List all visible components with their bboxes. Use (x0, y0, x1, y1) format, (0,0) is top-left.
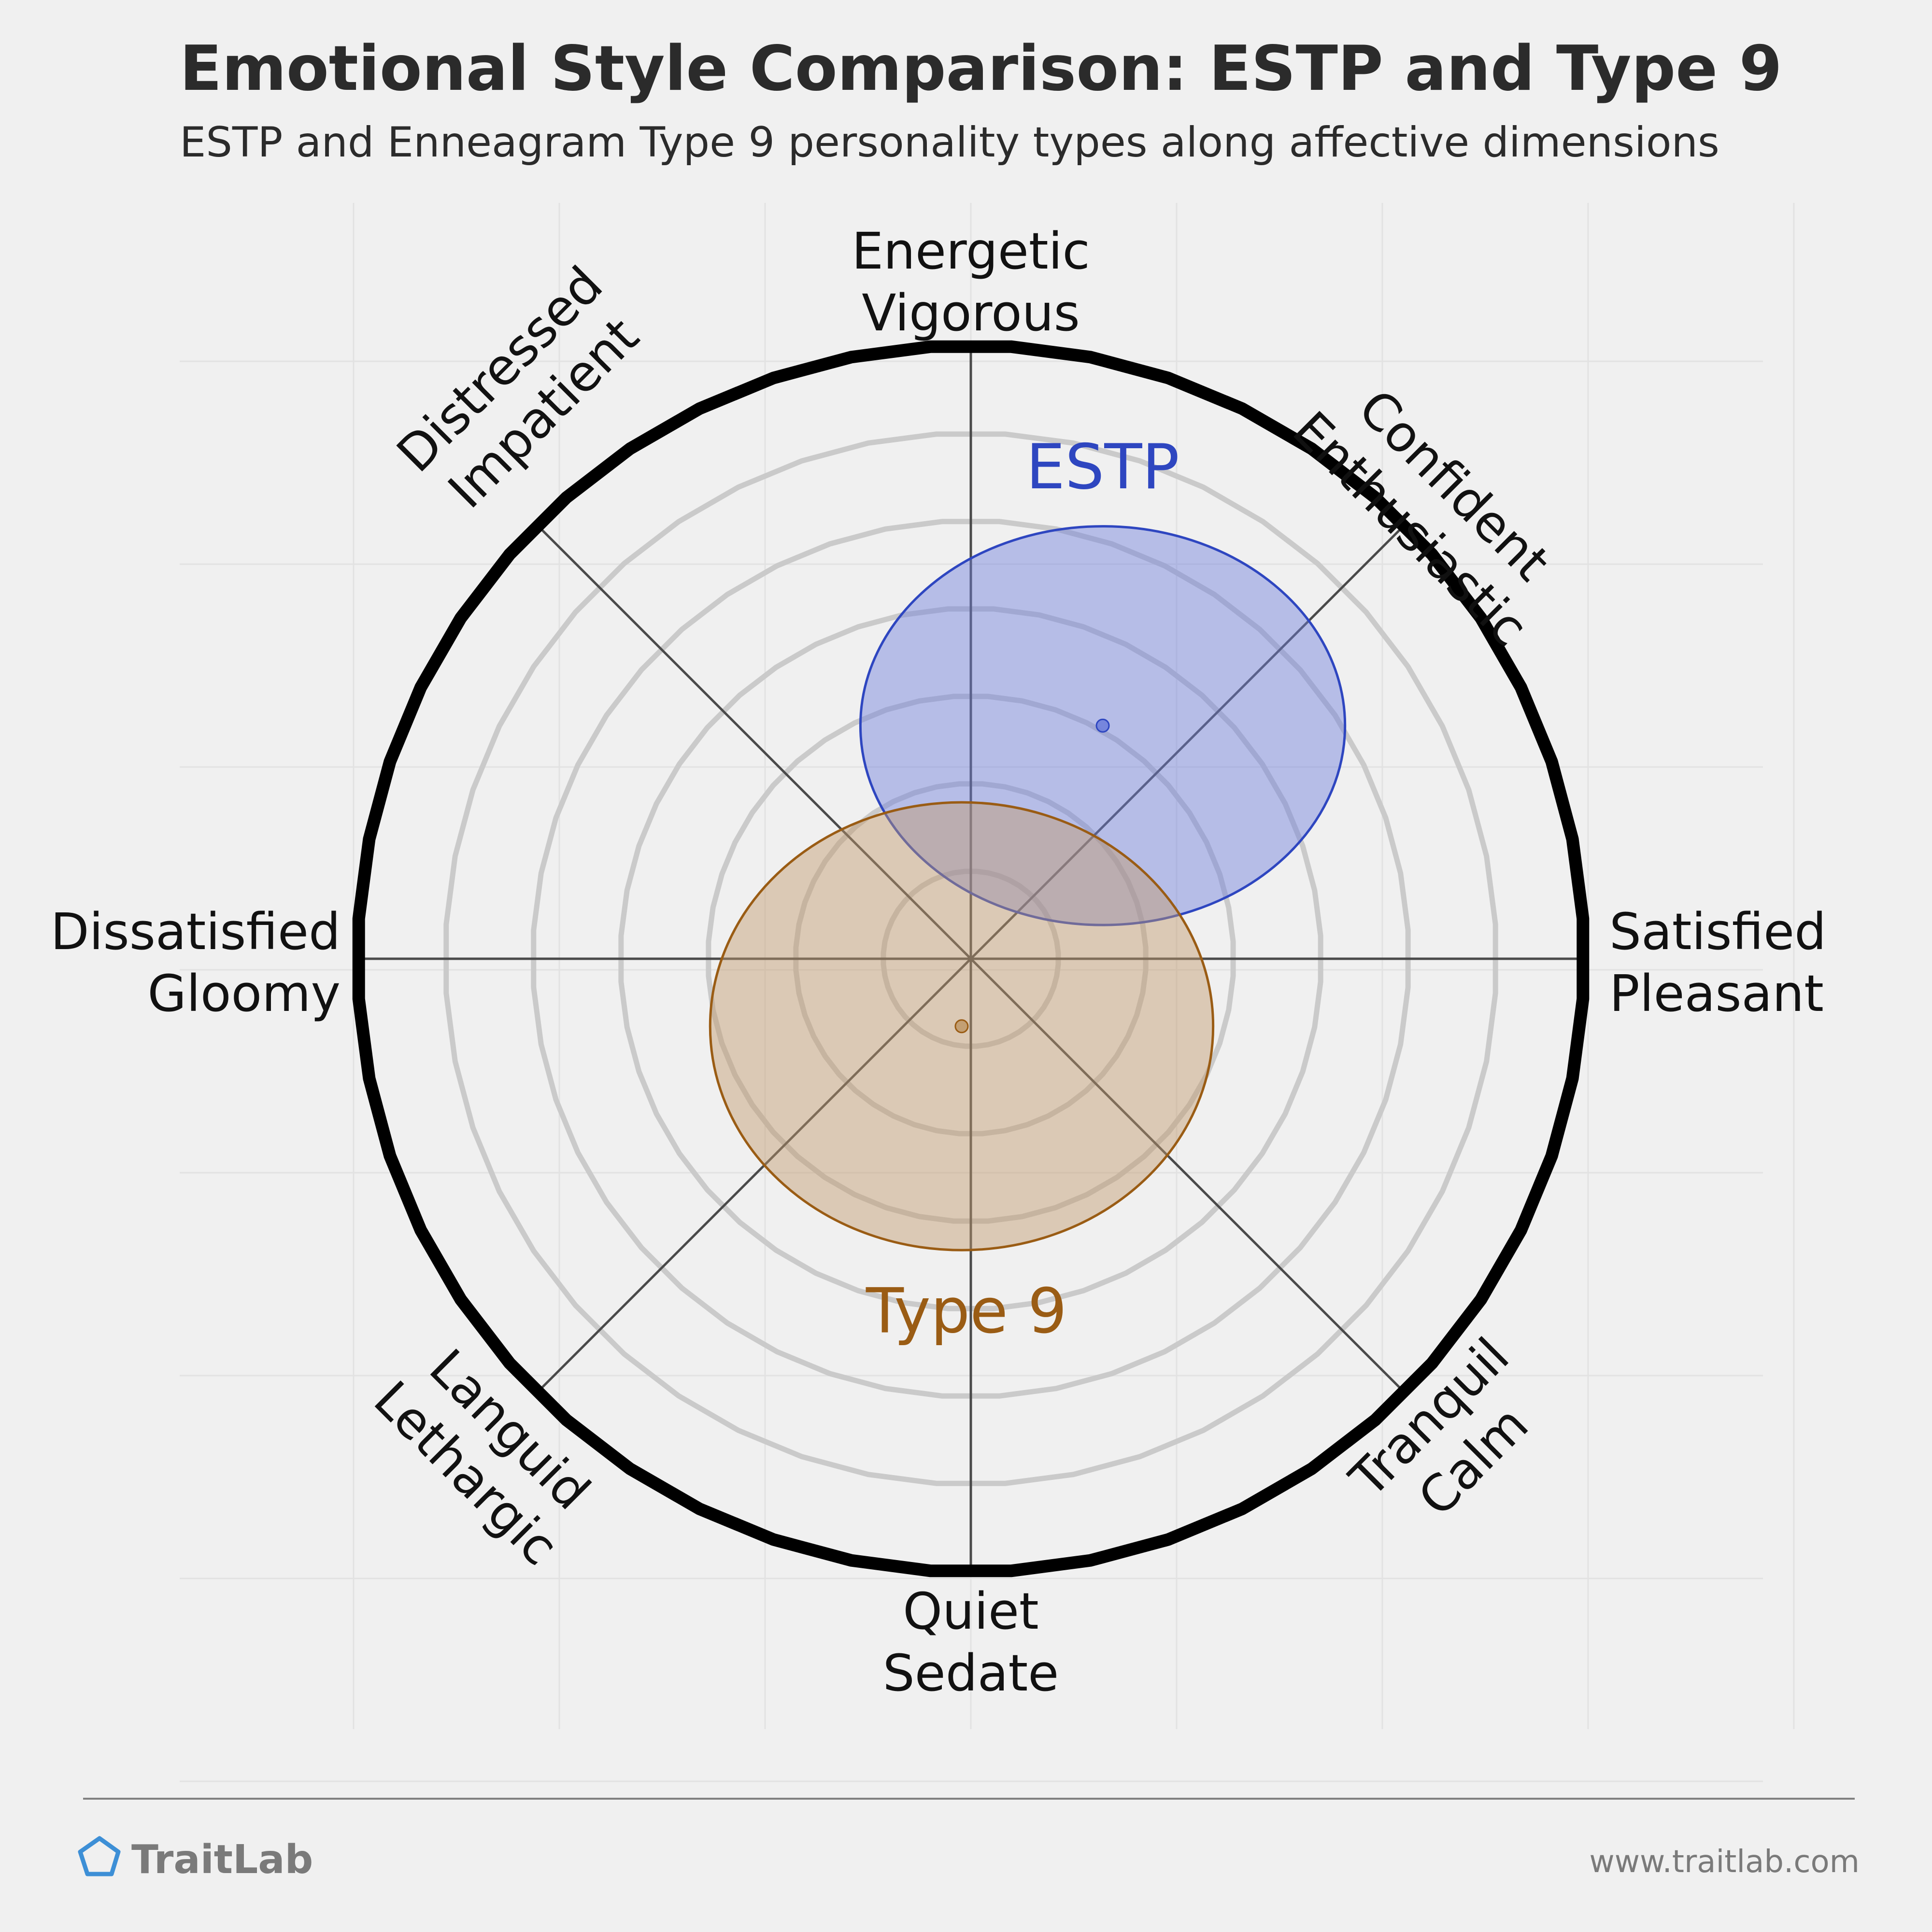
series-label: Type 9 (866, 1275, 1067, 1347)
concentric-rings (443, 431, 1498, 1486)
axis-label-bottom: Quiet Sedate (883, 1582, 1059, 1703)
ring (881, 868, 1061, 1049)
outer-circle (352, 340, 1590, 1577)
axis-label-upper-right: ConfidentEnthusiastic (1281, 356, 1583, 658)
axis-spokes (357, 345, 1584, 1572)
axis-label-top: Energetic Vigorous (852, 222, 1090, 342)
axis-label-line: Vigorous (862, 284, 1080, 342)
series-estp (859, 525, 1347, 926)
axis-label-line: Sedate (883, 1644, 1059, 1703)
axis-label-line: Quiet (903, 1582, 1038, 1641)
axis-label-line: Dissatisfied (51, 902, 341, 961)
series-type-9 (709, 801, 1215, 1251)
series-label: ESTP (1026, 431, 1179, 503)
footer-url[interactable]: www.traitlab.com (1589, 1844, 1860, 1880)
ring (531, 519, 1411, 1399)
brand-logo[interactable]: TraitLab (78, 1836, 313, 1883)
axis-label-line: Energetic (852, 222, 1090, 281)
ring (618, 606, 1323, 1311)
axis-label-line: Pleasant (1609, 964, 1824, 1023)
pentagon-logo-icon (78, 1836, 121, 1876)
series-center-point (954, 1019, 969, 1034)
series-layer: ESTP Type 9 (709, 431, 1347, 1347)
axis-label-lower-left: LanguidLethargic (363, 1326, 613, 1577)
series-center-point (1095, 718, 1110, 733)
axis-label-line: Gloomy (147, 964, 341, 1023)
brand-name: TraitLab (131, 1837, 313, 1883)
axis-label-left: Dissatisfied Gloomy (51, 902, 341, 1023)
chart-title: Emotional Style Comparison: ESTP and Typ… (180, 33, 1782, 105)
ring (706, 694, 1236, 1224)
axis-label-right: Satisfied Pleasant (1609, 902, 1826, 1023)
axis-label-line: Satisfied (1609, 902, 1826, 961)
axis-label-upper-left: DistressedImpatient (385, 255, 657, 527)
chart-subtitle: ESTP and Enneagram Type 9 personality ty… (180, 118, 1719, 167)
ring (793, 781, 1149, 1136)
axis-spoke (536, 524, 1406, 1393)
ring (443, 431, 1498, 1486)
outer-ring (352, 340, 1590, 1577)
